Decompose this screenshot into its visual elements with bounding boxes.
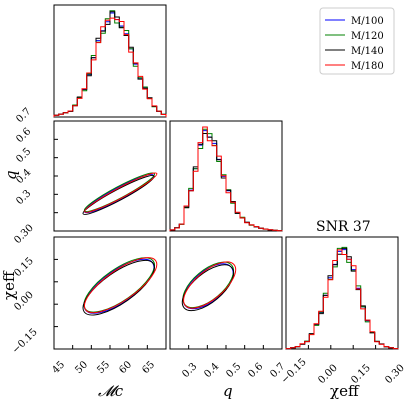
xlabel-mc: 𝓜c xyxy=(98,382,124,400)
legend-label-m120: M/120 xyxy=(351,31,384,42)
hist-mc-m-100 xyxy=(53,12,167,117)
chart-title: SNR 37 xyxy=(316,219,371,235)
contour-q_chi-m-180 xyxy=(183,261,237,309)
hist-chi-m-140 xyxy=(285,247,399,350)
hist-q-m-180 xyxy=(169,126,283,232)
y-ticks-q: 0.3 0.4 0.5 0.6 0.7 xyxy=(14,106,33,207)
xtick-mc-0: 45 xyxy=(50,359,67,376)
ytick-q-3: 0.6 xyxy=(14,126,33,145)
xtick-mc-1: 50 xyxy=(73,359,90,376)
ylabel-q: q xyxy=(2,170,20,180)
ytick-q-0: 0.3 xyxy=(14,188,33,207)
legend-box xyxy=(319,7,395,75)
hist-mc-m-120 xyxy=(53,10,167,117)
legend-label-m100: M/100 xyxy=(351,16,384,27)
contour-mc_chi-m-120 xyxy=(83,257,155,313)
contour-mc_q-m-180 xyxy=(84,172,158,213)
contour-mc_chi-m-180 xyxy=(84,257,158,314)
xtick-mc-2: 55 xyxy=(95,359,112,376)
plot-marks xyxy=(53,10,399,350)
hist-mc-m-180 xyxy=(53,17,167,117)
hist-chi-m-100 xyxy=(285,249,399,350)
panel-chi-hist xyxy=(285,236,399,350)
contour-mc_chi-m-140 xyxy=(82,259,155,316)
ytick-q-4: 0.7 xyxy=(14,106,33,125)
ytick-q-2: 0.5 xyxy=(14,146,33,165)
contour-q_chi-m-140 xyxy=(181,264,235,312)
legend-label-m180: M/180 xyxy=(351,61,384,72)
panel-mc-hist xyxy=(53,4,167,118)
ylabel-chi-eff: χeff xyxy=(0,270,18,300)
panel-q-chi xyxy=(169,236,283,350)
xlabel-chi-eff: χeff xyxy=(330,382,360,400)
legend: M/100 M/120 M/140 M/180 xyxy=(319,7,395,75)
xlabel-q: q xyxy=(223,382,233,400)
ytick-chi-0: −0.15 xyxy=(10,327,39,356)
xtick-q-2: 0.5 xyxy=(224,361,243,380)
xtick-q-0: 0.3 xyxy=(180,361,199,380)
panel-q-hist xyxy=(169,120,283,232)
contour-q_chi-m-120 xyxy=(182,261,234,309)
legend-label-m140: M/140 xyxy=(351,46,384,57)
x-ticks-q: 0.3 0.4 0.5 0.6 0.7 xyxy=(180,361,287,380)
hist-chi-m-120 xyxy=(285,246,399,350)
ytick-chi-3: 0.30 xyxy=(12,223,36,247)
xtick-mc-3: 60 xyxy=(117,359,134,376)
x-ticks-mc: 45 50 55 60 65 xyxy=(50,359,157,376)
panel-mc-chi xyxy=(53,236,167,350)
xtick-chi-3: 0.30 xyxy=(383,363,407,387)
xtick-q-1: 0.4 xyxy=(202,361,221,380)
xtick-mc-4: 65 xyxy=(140,359,157,376)
contour-mc_q-m-140 xyxy=(82,174,155,215)
xtick-q-3: 0.6 xyxy=(246,361,265,380)
hist-mc-m-140 xyxy=(53,11,167,117)
hist-chi-m-180 xyxy=(285,249,399,350)
